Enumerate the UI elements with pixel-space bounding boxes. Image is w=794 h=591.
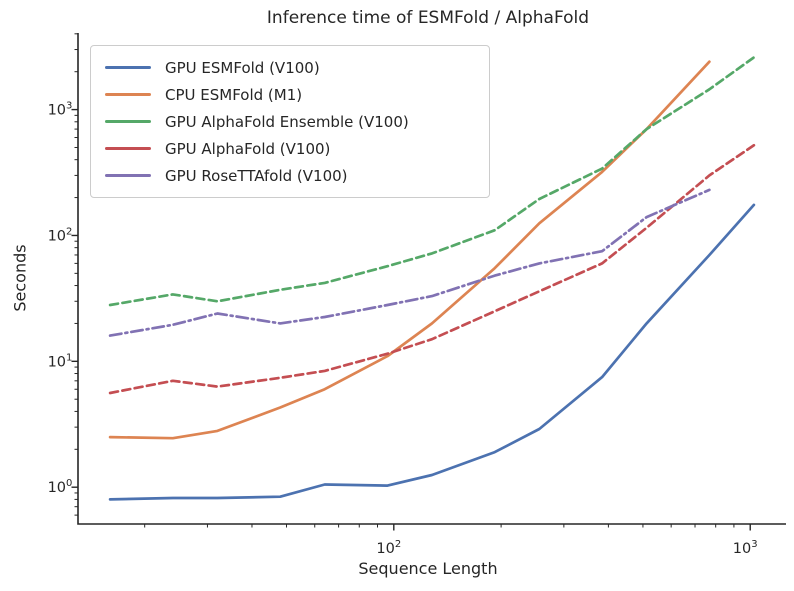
legend-line-swatch [105, 147, 151, 150]
x-axis-label: Sequence Length [358, 559, 498, 578]
legend-label: GPU AlphaFold (V100) [165, 139, 331, 158]
legend-label: GPU ESMFold (V100) [165, 58, 320, 77]
series-line [108, 188, 711, 337]
legend-label: GPU RoseTTAfold (V100) [165, 166, 348, 185]
y-tick-label: 102 [48, 226, 73, 244]
legend-item: GPU AlphaFold Ensemble (V100) [105, 108, 475, 135]
y-tick-label: 101 [48, 352, 73, 370]
legend-item: GPU RoseTTAfold (V100) [105, 162, 475, 189]
series-line [108, 203, 756, 501]
legend: GPU ESMFold (V100) CPU ESMFold (M1) GPU Al… [90, 45, 490, 198]
series-line [108, 60, 711, 440]
x-tick-label: 103 [733, 539, 758, 557]
series-line [108, 56, 756, 307]
y-tick-label: 103 [48, 101, 73, 119]
legend-item: GPU AlphaFold (V100) [105, 135, 475, 162]
legend-item: GPU ESMFold (V100) [105, 54, 475, 81]
legend-line-swatch [105, 174, 151, 177]
legend-item: CPU ESMFold (M1) [105, 81, 475, 108]
axes-spines [77, 33, 786, 525]
legend-label: CPU ESMFold (M1) [165, 85, 303, 104]
y-tick-label: 100 [48, 478, 73, 496]
series-line [108, 143, 756, 395]
legend-line-swatch [105, 120, 151, 123]
x-tick-label: 102 [376, 539, 401, 557]
chart-title: Inference time of ESMFold / AlphaFold [266, 8, 590, 28]
legend-line-swatch [105, 93, 151, 96]
legend-line-swatch [105, 66, 151, 69]
legend-label: GPU AlphaFold Ensemble (V100) [165, 112, 409, 131]
